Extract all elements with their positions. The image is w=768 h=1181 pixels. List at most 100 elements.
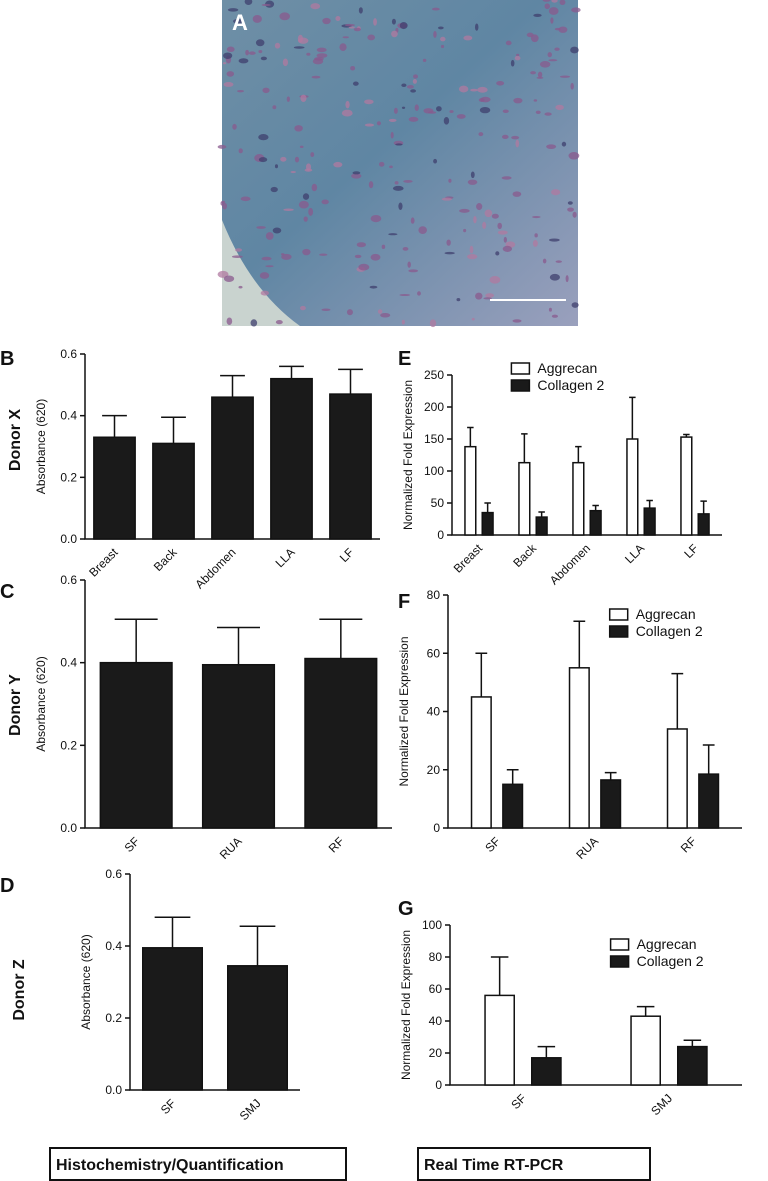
cell <box>440 36 446 42</box>
bar <box>518 461 531 536</box>
cell <box>351 173 362 179</box>
cell <box>259 272 270 279</box>
cell <box>391 30 398 38</box>
cell <box>367 34 376 41</box>
cell <box>368 181 374 189</box>
cell <box>489 276 501 284</box>
y-tick-label: 60 <box>429 982 443 996</box>
cell <box>456 114 466 119</box>
x-tick-label: Breast <box>86 545 121 580</box>
cell <box>417 291 421 296</box>
cell <box>388 118 397 122</box>
cell <box>418 226 427 234</box>
cell <box>571 302 579 308</box>
footer-label: Real Time RT-PCR <box>424 1157 564 1174</box>
cell <box>300 94 307 103</box>
x-tick-label: RUA <box>573 834 601 862</box>
cell <box>299 145 304 148</box>
cell <box>258 134 269 141</box>
row-label: Donor Z <box>11 959 28 1021</box>
cell <box>436 106 442 112</box>
cell <box>533 99 538 102</box>
cell <box>548 307 552 312</box>
cell <box>226 46 235 53</box>
cell <box>479 106 491 114</box>
cell <box>559 0 566 6</box>
cell <box>345 100 350 109</box>
cell <box>403 179 413 183</box>
cell <box>346 309 353 316</box>
error-bar <box>629 396 636 439</box>
cell <box>483 297 492 300</box>
cell <box>222 202 228 210</box>
cell <box>373 18 377 26</box>
cell <box>274 164 279 169</box>
cell <box>440 44 445 49</box>
cell <box>571 7 581 13</box>
cell <box>265 265 274 268</box>
error-bar <box>338 368 363 395</box>
cell <box>308 207 314 216</box>
cell <box>512 319 522 323</box>
cell <box>550 17 554 24</box>
legend-label: Collagen 2 <box>636 623 703 639</box>
legend-label: Aggrecan <box>636 606 696 622</box>
panel-label: E <box>398 348 411 370</box>
cell <box>221 200 226 204</box>
x-tick-label: LLA <box>622 541 647 566</box>
y-axis-label: Absorbance (620) <box>34 399 48 494</box>
cell <box>548 7 559 15</box>
cell <box>551 0 558 3</box>
cell <box>297 37 309 44</box>
cell <box>478 132 484 137</box>
cell <box>547 52 552 58</box>
cell <box>401 106 406 109</box>
cell <box>311 183 318 192</box>
error-bar <box>161 416 186 444</box>
legend-label: Collagen 2 <box>637 953 704 969</box>
bar <box>211 396 254 540</box>
cell <box>496 80 505 86</box>
cell <box>408 116 419 122</box>
cell <box>467 179 478 185</box>
bar <box>626 438 639 536</box>
cell <box>312 58 324 65</box>
y-tick-label: 40 <box>429 1014 443 1028</box>
cell <box>322 17 331 25</box>
cell <box>502 245 513 252</box>
y-tick-label: 0.2 <box>60 738 77 752</box>
cell <box>222 62 227 65</box>
cell <box>310 152 315 158</box>
cell <box>298 200 309 209</box>
y-tick-label: 200 <box>424 400 444 414</box>
cell <box>532 216 541 219</box>
cell <box>316 47 327 53</box>
bar <box>484 994 515 1086</box>
cell <box>505 40 512 46</box>
cell <box>370 253 381 261</box>
bar <box>502 783 524 829</box>
cell <box>389 165 393 169</box>
y-tick-label: 0 <box>435 1078 442 1092</box>
cell <box>467 254 478 260</box>
cell <box>248 51 256 55</box>
x-tick-label: SF <box>158 1096 179 1117</box>
cell <box>412 78 417 84</box>
x-label-group: Breast <box>451 541 486 576</box>
x-tick-label: LF <box>681 541 701 561</box>
error-bar <box>683 1039 702 1047</box>
cell <box>300 305 306 311</box>
cell <box>272 227 282 234</box>
micrograph: A <box>217 0 581 328</box>
cell <box>353 27 361 32</box>
cell <box>358 7 363 14</box>
cell <box>446 239 451 246</box>
cell <box>413 74 419 79</box>
error-bar <box>538 511 545 518</box>
cell <box>303 216 308 222</box>
error-bar <box>102 414 127 438</box>
cell <box>232 123 237 130</box>
cell <box>501 176 512 180</box>
y-tick-label: 100 <box>422 918 442 932</box>
